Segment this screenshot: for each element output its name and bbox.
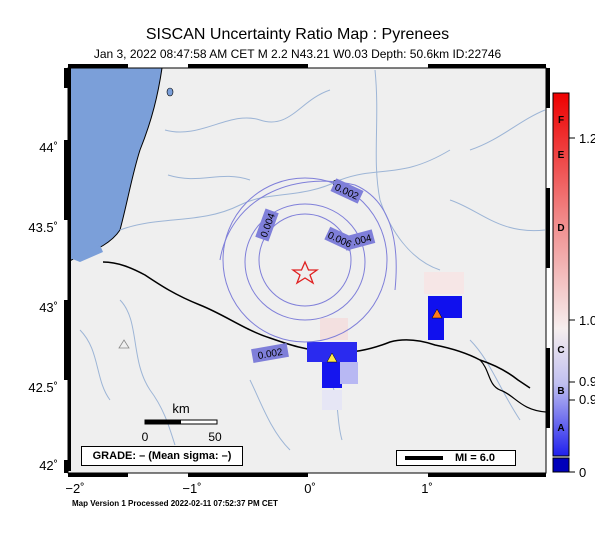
coastline-east [479,359,547,413]
colorbar-value: 1.2 [579,131,595,146]
lon-label: 0˚ [304,481,316,496]
grade-letter: C [557,345,564,356]
frame-ticks [64,64,550,477]
event-subtitle: Jan 3, 2022 08:47:58 AM CET M 2.2 N43.21… [93,47,502,61]
map-title: SISCAN Uncertainty Ratio Map : Pyrenees [145,26,450,43]
contour-lines [219,177,397,343]
island [166,87,174,97]
lat-label: 44˚ [39,140,58,155]
scale-bar: km 0 50 [142,401,222,444]
mi-scale-bar [405,456,443,460]
ratio-cells [307,272,464,410]
lat-label: 43˚ [39,300,58,315]
colorbar: F E D C B A 1.2 1.0 0.9 0.9 0 [552,92,595,480]
contour-label: 0.002 [257,347,284,362]
grade-letter: F [558,115,564,126]
land-area [68,68,546,473]
station-triangle-icon [118,339,130,349]
colorbar-value: 0.9 [579,374,595,389]
rivers [79,69,546,451]
colorbar-value: 0 [579,465,586,480]
sea-inlet [70,245,103,262]
lon-label: 1˚ [421,481,433,496]
lon-labels: −2˚ −1˚ 0˚ 1˚ [65,481,432,496]
grade-letter: D [557,223,564,234]
scale-tick-start: 0 [142,430,149,444]
grade-letter: E [558,150,565,161]
grade-letter: A [557,423,564,434]
station-triangle-icon [326,352,338,363]
mi-label: MI = 6.0 [455,452,496,464]
lon-label: −1˚ [182,481,201,496]
epicenter-star-icon [290,260,320,285]
mi-box: MI = 6.0 [396,450,516,466]
grade-box: GRADE: – (Mean sigma: –) [81,446,243,466]
lon-label: −2˚ [65,481,84,496]
lat-labels: 44˚ 43.5˚ 43˚ 42.5˚ 42˚ [28,140,58,473]
lat-label: 43.5˚ [28,220,58,235]
lat-label: 42.5˚ [28,380,58,395]
grade-letter: B [557,386,564,397]
footer-version: Map Version 1 Processed 2022-02-11 07:52… [72,499,278,508]
colorbar-value: 0.9 [579,392,595,407]
station-triangle-icon [431,308,443,319]
scale-unit: km [172,401,189,416]
scale-tick-end: 50 [208,430,222,444]
colorbar-value: 1.0 [579,313,595,328]
lat-label: 42˚ [39,458,58,473]
